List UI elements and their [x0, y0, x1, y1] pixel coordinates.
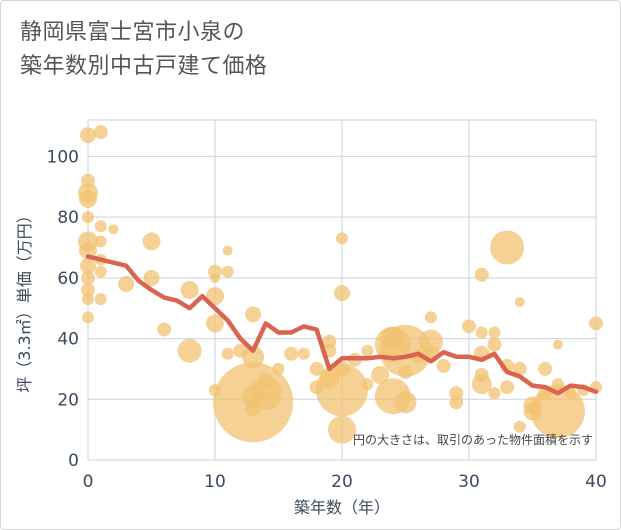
bubble-layer — [78, 125, 603, 444]
bubble-point — [82, 311, 94, 324]
bubble-point — [249, 377, 282, 410]
bubble-point — [80, 127, 96, 144]
bubble-point — [143, 269, 160, 286]
bubble-point — [242, 345, 265, 368]
y-tick-label: 100 — [47, 147, 79, 167]
title-line-2: 築年数別中古戸建て価格 — [20, 54, 268, 79]
bubble-point — [471, 374, 492, 395]
bubble-point — [500, 380, 515, 395]
bubble-point — [336, 232, 348, 245]
bubble-point — [94, 235, 107, 248]
tick-labels: 0 10 20 30 40 0 20 40 60 80 100 — [47, 147, 607, 492]
bubble-point — [142, 232, 161, 251]
bubble-point — [272, 362, 285, 375]
bubble-point — [564, 387, 577, 400]
bubble-point — [210, 272, 220, 283]
bubble-point — [488, 387, 501, 400]
bubble-point — [398, 364, 413, 379]
x-tick-label: 30 — [458, 472, 480, 492]
bubble-point — [474, 267, 489, 282]
bubble-point — [180, 281, 199, 299]
bubble-point — [436, 358, 451, 373]
bubble-point — [449, 395, 464, 410]
bubble-point — [475, 326, 488, 339]
bubble-point — [316, 364, 368, 417]
bubble-point — [424, 311, 437, 324]
y-tick-label: 60 — [57, 269, 79, 289]
bubble-point — [157, 322, 172, 337]
bubble-point — [206, 314, 224, 333]
bubble-point — [514, 297, 525, 308]
bubble-point — [394, 391, 417, 414]
bubble-point — [79, 189, 97, 208]
bubble-point — [94, 220, 107, 233]
bubble-point — [222, 245, 233, 256]
bubble-point — [309, 361, 324, 376]
y-tick-label: 80 — [57, 208, 79, 228]
x-tick-label: 10 — [204, 472, 226, 492]
bubble-point — [512, 361, 527, 376]
bubble-point — [487, 337, 502, 352]
x-axis-label: 築年数（年） — [294, 498, 390, 517]
x-tick-label: 40 — [585, 472, 607, 492]
bubble-point — [513, 420, 526, 433]
bubble-point — [361, 344, 374, 357]
x-tick-label: 20 — [331, 472, 353, 492]
title-line-1: 静岡県富士宮市小泉の — [20, 20, 246, 45]
bubble-point — [328, 415, 356, 444]
bubble-point — [94, 293, 107, 306]
bubble-point — [371, 366, 390, 384]
bubble-point — [462, 319, 476, 334]
y-axis-label: 坪（3.3㎡）単価（万円） — [15, 207, 34, 392]
y-tick-label: 40 — [57, 330, 79, 350]
bubble-point — [538, 361, 553, 376]
bubble-point — [82, 293, 94, 306]
bubble-point — [297, 347, 310, 360]
bubble-point — [334, 285, 350, 302]
bubble-point — [589, 316, 603, 331]
bubble-point — [79, 241, 97, 260]
trend-line — [85, 254, 599, 396]
bubble-point — [108, 224, 119, 235]
bubble-size-note: 円の大きさは、取引のあった物件面積を示す — [353, 432, 593, 447]
bubble-point — [93, 125, 108, 140]
bubble-point — [552, 339, 563, 350]
bubble-point — [221, 265, 234, 278]
bubble-point — [94, 265, 107, 278]
bubble-point — [82, 211, 94, 224]
bubble-point — [488, 326, 501, 339]
bubble-point — [81, 270, 95, 285]
bubble-point — [206, 287, 224, 306]
chart-title: 静岡県富士宮市小泉の 築年数別中古戸建て価格 — [20, 16, 268, 84]
bubble-point — [81, 283, 95, 297]
bubble-point — [177, 338, 202, 363]
y-tick-label: 20 — [57, 390, 79, 410]
bubble-point — [221, 347, 234, 360]
bubble-point — [490, 230, 525, 265]
y-tick-label: 0 — [68, 451, 79, 471]
bubble-point — [284, 346, 299, 361]
bubble-point — [245, 306, 262, 323]
x-tick-label: 0 — [83, 472, 94, 492]
bubble-point — [118, 275, 135, 292]
bubble-point — [361, 378, 374, 391]
bubble-point — [80, 257, 96, 274]
